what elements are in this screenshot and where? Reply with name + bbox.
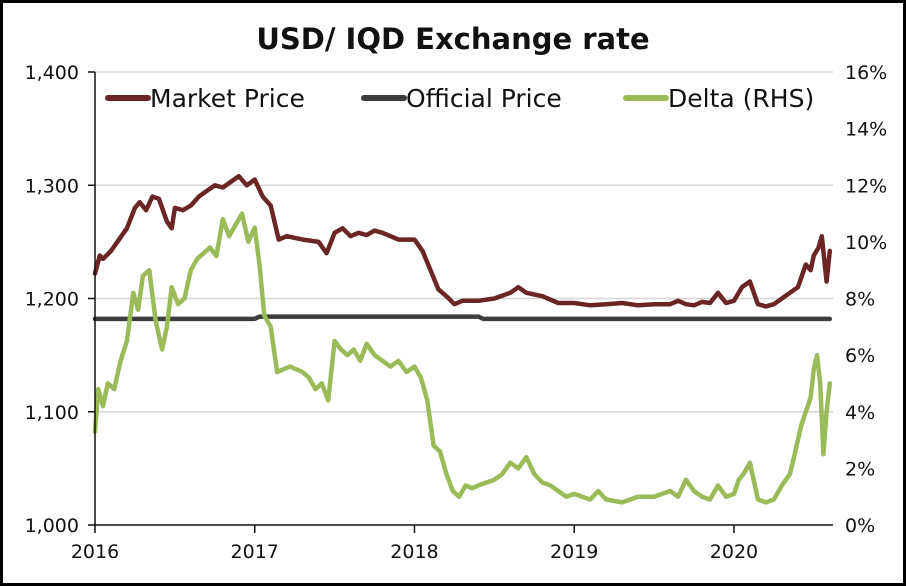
- x-tick-label: 2016: [71, 541, 119, 563]
- y-left-tick-label: 1,400: [25, 62, 79, 84]
- y-left-tick-label: 1,300: [25, 175, 79, 197]
- x-tick-label: 2017: [231, 541, 279, 563]
- y-right-tick-label: 0%: [845, 515, 875, 537]
- legend-label-delta-rhs: Delta (RHS): [668, 84, 814, 113]
- x-tick-label: 2020: [710, 541, 758, 563]
- legend-label-market-price: Market Price: [150, 84, 305, 113]
- title-area: USD/ IQD Exchange rate: [256, 22, 649, 56]
- y-right-tick-label: 4%: [845, 402, 875, 424]
- series-line-delta-rhs: [92, 211, 833, 505]
- series-line-market-price: [92, 173, 833, 309]
- y-left-tick-label: 1,100: [25, 402, 79, 424]
- legend-label-official-price: Official Price: [406, 84, 562, 113]
- legend: Market Price Official Price Delta (RHS): [105, 84, 814, 113]
- series-lines: [92, 173, 833, 505]
- y-right-tick-label: 10%: [845, 232, 887, 254]
- y-right-tick-label: 2%: [845, 458, 875, 480]
- y-right-tick-label: 12%: [845, 175, 887, 197]
- y-right-tick-label: 8%: [845, 289, 875, 311]
- y-left-tick-label: 1,200: [25, 289, 79, 311]
- x-tick-label: 2018: [390, 541, 438, 563]
- chart-title: USD/ IQD Exchange rate: [256, 22, 649, 56]
- y-right-tick-label: 16%: [845, 62, 887, 84]
- y-left-tick-label: 1,000: [25, 515, 79, 537]
- axes: 1,000 1,100 1,200 1,300 1,400 0% 2% 4% 6% 8% 10% 12…: [25, 62, 888, 563]
- series-line-official-price: [92, 314, 833, 322]
- y-right-tick-label: 14%: [845, 119, 887, 141]
- y-right-tick-label: 6%: [845, 345, 875, 367]
- x-tick-label: 2019: [550, 541, 598, 563]
